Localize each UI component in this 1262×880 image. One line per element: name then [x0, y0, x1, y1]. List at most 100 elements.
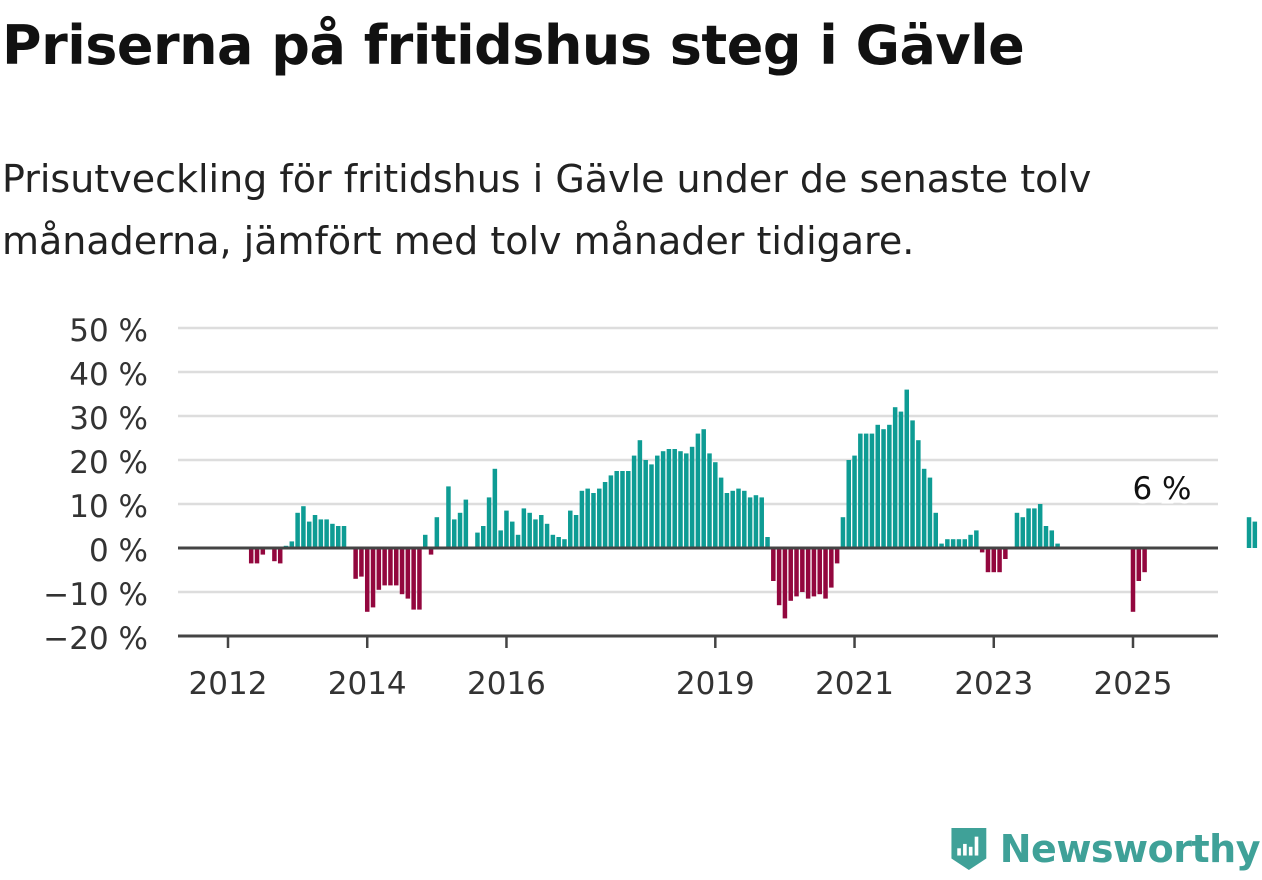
x-tick-label: 2021	[815, 666, 894, 702]
bar	[1142, 548, 1147, 573]
bar	[829, 548, 834, 588]
bar	[858, 433, 863, 548]
chart-title: Priserna på fritidshus steg i Gävle	[2, 14, 1025, 77]
bar	[434, 517, 440, 548]
bar	[539, 515, 544, 548]
bar	[405, 548, 411, 599]
bar	[747, 497, 753, 548]
bar	[626, 471, 631, 548]
bar	[713, 462, 718, 548]
bar	[904, 389, 909, 548]
x-tick-label: 2016	[467, 666, 546, 702]
bar	[846, 460, 851, 548]
bar	[312, 515, 318, 548]
bar	[962, 539, 968, 548]
x-tick-label: 2014	[328, 666, 407, 702]
bar	[933, 512, 939, 548]
bar	[573, 515, 579, 548]
y-tick-label: 0 %	[89, 533, 148, 569]
bar	[765, 537, 770, 548]
bar	[892, 407, 898, 548]
bar	[521, 508, 527, 548]
bar	[1252, 521, 1258, 548]
bar	[428, 548, 434, 555]
bar	[498, 530, 503, 548]
x-axis-labels: 2012 2014 2016 2019 2021 2023 2025	[189, 666, 1173, 702]
bar	[718, 477, 724, 548]
brand-name: Newsworthy	[999, 827, 1261, 871]
bar	[817, 548, 822, 595]
bar	[585, 488, 590, 548]
bar	[602, 482, 608, 548]
bar	[672, 449, 677, 548]
bar	[556, 537, 561, 548]
bar	[782, 548, 788, 619]
bar	[660, 451, 666, 548]
bar	[1043, 526, 1049, 548]
bar	[591, 493, 596, 548]
bar	[736, 488, 741, 548]
bar	[979, 548, 985, 553]
bar	[324, 519, 329, 548]
bar	[277, 548, 283, 564]
newsworthy-logo: Newsworthy	[950, 818, 1261, 880]
bar	[1136, 548, 1142, 581]
bar	[968, 534, 973, 548]
bar	[330, 523, 335, 548]
bar	[550, 534, 556, 548]
bar	[382, 548, 387, 586]
y-tick-label: −20 %	[43, 621, 148, 657]
bar	[608, 475, 614, 548]
bar	[393, 548, 399, 586]
x-tick-label: 2025	[1094, 666, 1173, 702]
bar	[840, 517, 846, 548]
bar	[881, 429, 886, 548]
bar	[794, 548, 799, 597]
bar	[974, 530, 979, 548]
bar	[823, 548, 828, 599]
bar	[695, 433, 701, 548]
y-tick-label: 10 %	[69, 489, 148, 525]
bar	[753, 495, 759, 548]
bar	[863, 433, 869, 548]
bar	[805, 548, 811, 599]
bar	[452, 519, 457, 548]
axes	[178, 546, 1218, 648]
bar	[353, 548, 358, 579]
bar	[1003, 548, 1008, 559]
bar-chart-badge-icon	[951, 827, 987, 871]
x-tick-label: 2023	[954, 666, 1033, 702]
bar	[631, 455, 637, 548]
bar	[422, 534, 428, 548]
bar	[486, 497, 492, 548]
bar	[388, 548, 393, 586]
bar	[527, 512, 532, 548]
bar	[260, 548, 266, 555]
bar	[921, 468, 927, 548]
bar	[684, 453, 689, 548]
bar	[1026, 508, 1031, 548]
bar	[597, 488, 602, 548]
bar	[376, 548, 382, 590]
bar	[649, 464, 654, 548]
bar	[1014, 512, 1020, 548]
bar	[707, 453, 712, 548]
bar	[852, 455, 857, 548]
bar	[301, 506, 306, 548]
bar	[1130, 548, 1136, 612]
y-tick-label: 40 %	[69, 357, 148, 393]
bar	[927, 477, 933, 548]
bar	[678, 451, 683, 548]
bar	[643, 460, 648, 548]
bar	[457, 512, 463, 548]
bar	[544, 523, 550, 548]
bar	[800, 548, 805, 592]
bar	[341, 526, 347, 548]
bar	[997, 548, 1002, 573]
bar	[788, 548, 793, 601]
bar	[492, 468, 498, 548]
y-axis-labels: 50 % 40 % 30 % 20 % 10 % 0 % −10 % −20 %	[43, 313, 148, 657]
bar	[533, 519, 538, 548]
bar	[655, 455, 660, 548]
bar	[956, 539, 962, 548]
